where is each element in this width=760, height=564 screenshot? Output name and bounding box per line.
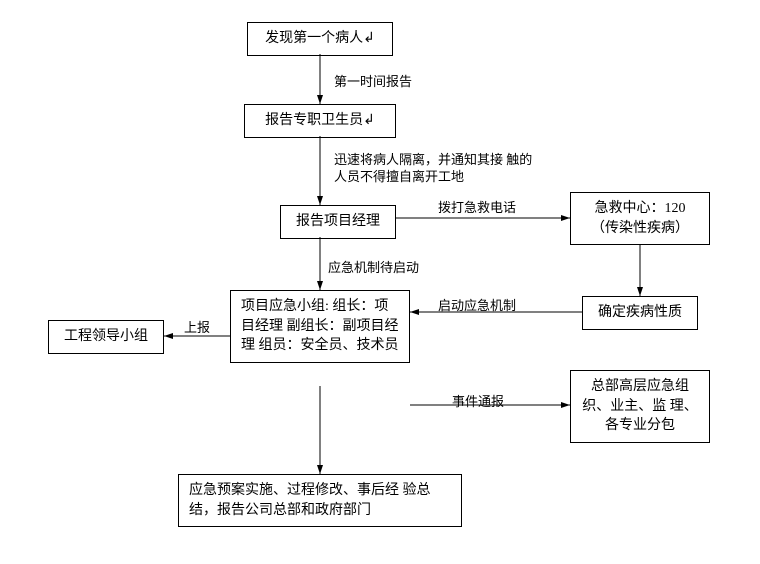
edge-label-first-report: 第一时间报告 (334, 74, 412, 91)
edge-label-mechanism-standby: 应急机制待启动 (328, 260, 419, 277)
edge-label-report-up: 上报 (184, 320, 210, 337)
node-final-report: 应急预案实施、过程修改、事后经 验总结，报告公司总部和政府部门 (178, 474, 462, 527)
edge-label-activate: 启动应急机制 (438, 298, 516, 315)
node-determine-disease: 确定疾病性质 (582, 296, 698, 330)
node-response-team: 项目应急小组: 组长：项目经理 副组长：副项目经理 组员：安全员、技术员 (230, 290, 410, 363)
node-report-health: 报告专职卫生员↲ (244, 104, 396, 138)
edge-label-call-emergency: 拨打急救电话 (438, 200, 516, 217)
edge-label-notify: 事件通报 (452, 394, 504, 411)
node-emergency-120: 急救中心：120 （传染性疾病） (570, 192, 710, 245)
node-project-leaders: 工程领导小组 (48, 320, 164, 354)
node-hq-org: 总部高层应急组 织、业主、监 理、各专业分包 (570, 370, 710, 443)
edge-label-isolate: 迅速将病人隔离，并通知其接 触的人员不得擅自离开工地 (334, 152, 534, 186)
node-report-pm: 报告项目经理 (280, 205, 396, 239)
node-first-patient: 发现第一个病人↲ (247, 22, 393, 56)
